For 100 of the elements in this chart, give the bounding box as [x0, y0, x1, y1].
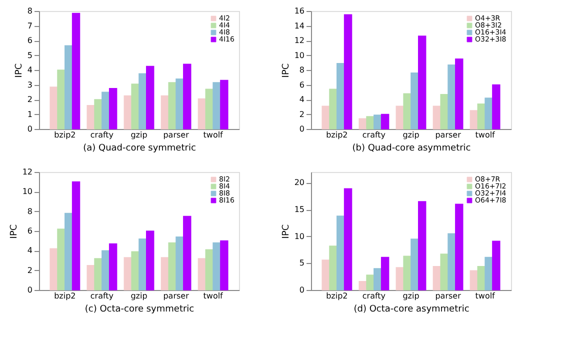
bar	[440, 94, 448, 130]
y-tick-label: 16	[294, 6, 304, 16]
bar	[183, 216, 192, 290]
y-axis-title: IPC	[9, 224, 20, 239]
x-tick-label: crafty	[362, 130, 386, 140]
x-tick-label: crafty	[90, 130, 114, 140]
bar	[336, 62, 345, 130]
y-tick-label: 5	[299, 258, 304, 268]
bar	[410, 72, 419, 130]
y-tick-label: 0	[299, 286, 304, 294]
bar	[146, 66, 154, 130]
x-tick-label: crafty	[90, 292, 114, 300]
x-axis-title: (a) Quad-core symmetric	[83, 144, 196, 154]
y-tick-label: 1	[27, 110, 32, 119]
y-tick-label: 6	[27, 36, 32, 45]
x-tick-label: twolf	[203, 292, 224, 300]
bar	[380, 114, 390, 130]
bar	[440, 254, 448, 290]
y-tick-label: 10	[294, 50, 304, 60]
y-tick-label: 8	[27, 6, 32, 16]
x-tick-label: parser	[163, 292, 190, 300]
x-tick-label: gzip	[130, 292, 148, 300]
bar	[220, 240, 228, 290]
y-tick-label: 5	[27, 50, 32, 60]
bar	[470, 110, 478, 130]
bar	[94, 258, 102, 290]
bar	[138, 238, 147, 290]
x-tick-label: twolf	[475, 292, 496, 300]
bar	[168, 242, 176, 290]
x-tick-label: gzip	[402, 292, 420, 300]
bar	[176, 236, 184, 290]
bar	[374, 268, 382, 290]
x-tick-label: gzip	[130, 130, 148, 140]
y-tick-label: 4	[27, 246, 32, 256]
bar	[403, 256, 412, 290]
x-tick-label: gzip	[402, 130, 420, 140]
bar	[344, 14, 352, 130]
x-tick-label: crafty	[362, 292, 386, 300]
y-tick-label: 8	[27, 206, 32, 216]
bar	[448, 233, 456, 290]
bar	[131, 84, 140, 130]
y-tick-label: 4	[299, 95, 304, 104]
bar	[86, 105, 95, 130]
y-tick-label: 7	[27, 21, 32, 30]
bar	[50, 248, 58, 290]
bar	[336, 216, 345, 290]
y-tick-label: 2	[299, 110, 304, 119]
x-tick-label: parser	[435, 292, 462, 300]
y-tick-label: 12	[294, 36, 304, 45]
x-tick-label: parser	[163, 130, 190, 140]
bar	[220, 80, 228, 130]
bar	[94, 99, 102, 130]
bar	[102, 92, 110, 130]
bar	[366, 116, 374, 130]
x-axis-title: (d) Octa-core asymmetric	[354, 304, 470, 314]
bar	[455, 204, 464, 290]
x-tick-label: twolf	[475, 130, 496, 140]
bar	[366, 274, 374, 290]
bar	[72, 12, 80, 130]
bar	[212, 242, 221, 290]
bar	[448, 64, 456, 130]
x-tick-label: bzip2	[326, 130, 348, 140]
bar	[64, 45, 73, 130]
y-axis-title: IPC	[281, 63, 292, 78]
bar	[344, 188, 352, 290]
x-tick-label: bzip2	[326, 292, 348, 300]
bar	[470, 270, 478, 290]
bar	[146, 230, 154, 290]
bar	[198, 258, 206, 290]
y-tick-label: 0	[27, 124, 32, 134]
x-tick-label: bzip2	[54, 292, 76, 300]
y-tick-label: 15	[294, 205, 304, 214]
bar	[329, 246, 338, 290]
x-tick-label: bzip2	[54, 130, 76, 140]
bar	[484, 256, 493, 290]
bar	[176, 78, 184, 130]
y-tick-label: 10	[22, 187, 32, 196]
bar	[403, 93, 412, 130]
bar	[86, 265, 95, 290]
bar	[183, 64, 192, 130]
y-tick-label: 20	[294, 178, 304, 188]
y-axis-title: IPC	[281, 224, 292, 239]
bar	[329, 88, 338, 130]
x-tick-label: twolf	[203, 130, 224, 140]
bar	[492, 84, 500, 130]
y-axis-title: IPC	[14, 63, 24, 78]
y-tick-label: 4	[27, 66, 32, 74]
bar	[455, 58, 464, 130]
y-tick-label: 3	[27, 80, 32, 90]
y-tick-label: 0	[299, 124, 304, 134]
y-tick-label: 2	[27, 266, 32, 275]
bar	[322, 106, 330, 130]
bar	[380, 256, 390, 290]
y-tick-label: 0	[27, 286, 32, 294]
bar	[198, 98, 206, 130]
bar	[72, 181, 80, 290]
bar	[358, 281, 367, 290]
bar	[108, 88, 118, 130]
y-tick-label: 12	[22, 168, 32, 176]
bar	[138, 73, 147, 130]
